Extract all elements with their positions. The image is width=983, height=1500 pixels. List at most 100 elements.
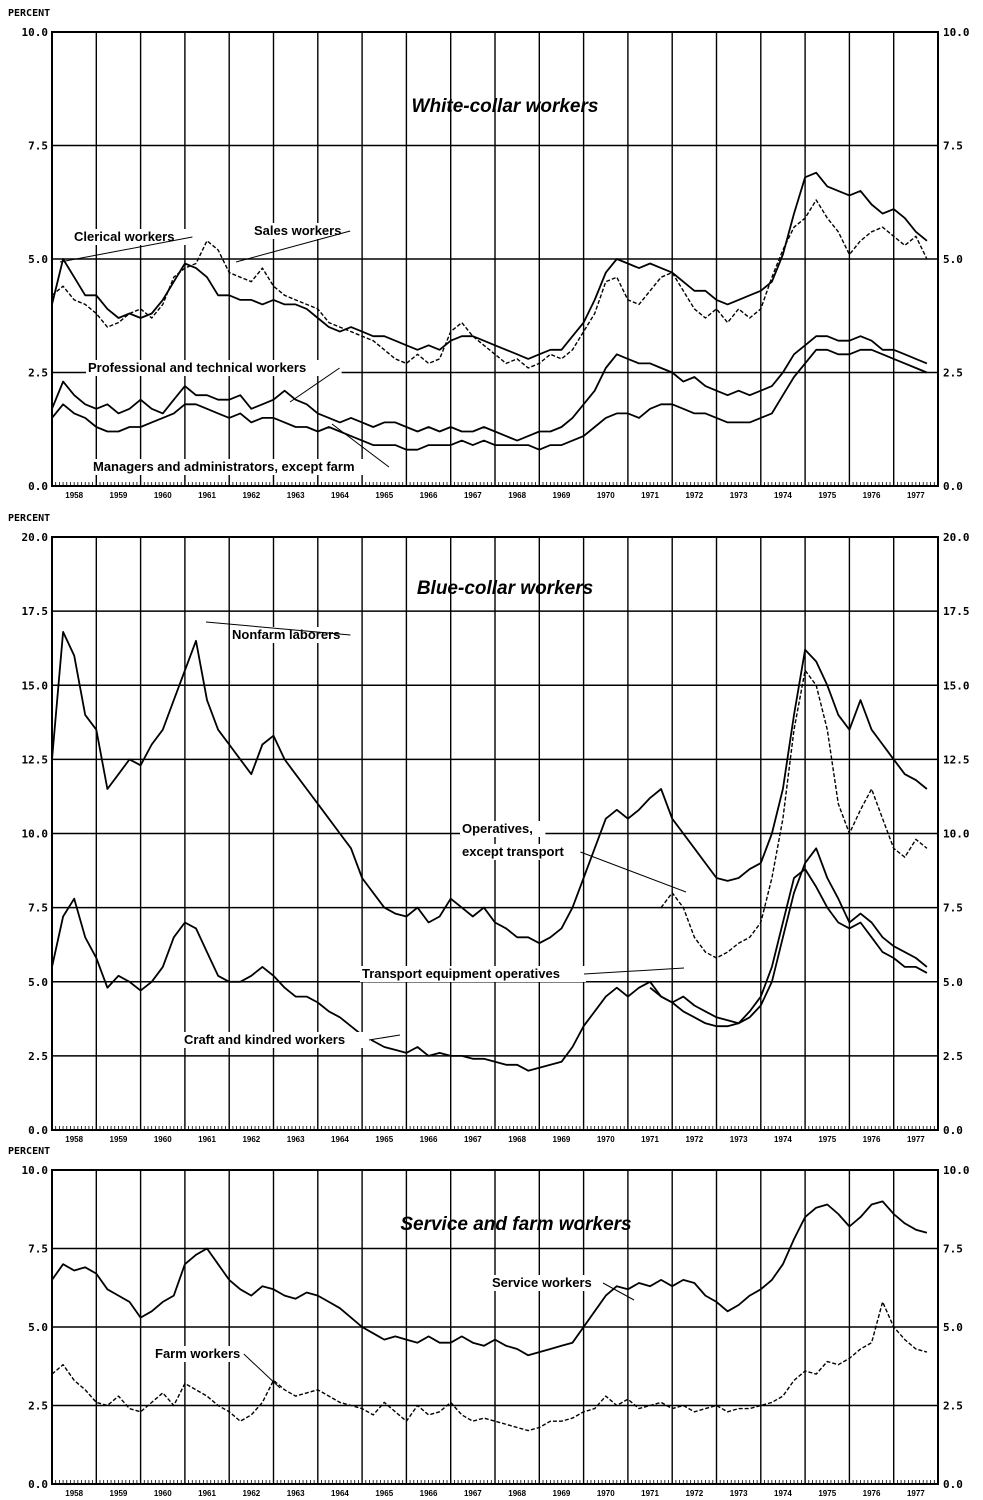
y-tick-label-left: 7.5 — [28, 902, 48, 915]
x-tick-label: 1971 — [641, 1135, 659, 1144]
annotation-backdrop — [360, 966, 586, 982]
y-tick-label-left: 2.5 — [28, 1050, 48, 1063]
y-tick-label-right: 10.0 — [943, 1164, 970, 1177]
x-tick-label: 1961 — [198, 1489, 216, 1498]
series-annotation: Managers and administrators, except farm — [93, 459, 355, 474]
y-tick-label-right: 2.5 — [943, 367, 963, 380]
x-tick-label: 1971 — [641, 491, 659, 500]
y-tick-label-right: 2.5 — [943, 1050, 963, 1063]
x-tick-label: 1970 — [597, 1135, 615, 1144]
x-tick-label: 1962 — [242, 1489, 260, 1498]
y-tick-label-right: 0.0 — [943, 1124, 963, 1137]
x-tick-label: 1975 — [818, 1489, 836, 1498]
annotation-leader — [289, 367, 340, 403]
annotation-backdrop — [460, 821, 546, 837]
series-line-nonfarm-laborers — [51, 631, 928, 945]
x-tick-label: 1970 — [597, 1489, 615, 1498]
y-tick-label-right: 5.0 — [943, 1321, 963, 1334]
x-tick-label: 1965 — [375, 1135, 393, 1144]
panel-title: Service and farm workers — [400, 1214, 631, 1235]
x-tick-label: 1958 — [65, 491, 83, 500]
x-tick-label: 1968 — [508, 1489, 526, 1498]
x-tick-label: 1966 — [420, 491, 438, 500]
panel-white-collar: 0.0 0.0 2.5 2.5 5.0 5.0 7.5 7.5 10.0 10.0 PERCENT 1… — [8, 8, 970, 500]
y-tick-label-right: 7.5 — [943, 902, 963, 915]
x-tick-label: 1960 — [154, 1489, 172, 1498]
x-tick-label: 1976 — [863, 491, 881, 500]
x-tick-label: 1972 — [685, 1489, 703, 1498]
series-annotation: except transport — [462, 844, 565, 859]
x-tick-label: 1975 — [818, 1135, 836, 1144]
y-tick-label-right: 10.0 — [943, 828, 970, 841]
annotation-backdrop — [72, 229, 195, 245]
x-tick-label: 1960 — [154, 491, 172, 500]
x-tick-label: 1968 — [508, 491, 526, 500]
x-tick-label: 1959 — [110, 1489, 128, 1498]
y-tick-label-right: 20.0 — [943, 531, 970, 544]
x-tick-label: 1977 — [907, 1489, 925, 1498]
y-tick-label-right: 2.5 — [943, 1400, 963, 1413]
y-axis-label: PERCENT — [8, 1146, 50, 1157]
annotation-backdrop — [153, 1346, 246, 1362]
annotation-backdrop — [182, 1032, 371, 1048]
y-tick-label-left: 7.5 — [28, 1243, 48, 1256]
x-tick-label: 1974 — [774, 1135, 792, 1144]
y-tick-label-left: 10.0 — [22, 26, 49, 39]
x-tick-label: 1967 — [464, 491, 482, 500]
x-tick-label: 1962 — [242, 1135, 260, 1144]
series-line-managers-and-administrators-except-farm — [51, 348, 928, 451]
series-line-farm-workers — [51, 1301, 928, 1432]
series-annotation: Transport equipment operatives — [362, 966, 560, 981]
series-annotation: Sales workers — [254, 223, 341, 238]
x-tick-label: 1959 — [110, 491, 128, 500]
y-tick-label-right: 10.0 — [943, 26, 970, 39]
x-tick-label: 1958 — [65, 1489, 83, 1498]
x-tick-label: 1967 — [464, 1135, 482, 1144]
x-tick-label: 1973 — [730, 1135, 748, 1144]
x-tick-label: 1968 — [508, 1135, 526, 1144]
x-tick-label: 1966 — [420, 1489, 438, 1498]
panel-title: Blue-collar workers — [417, 578, 593, 599]
annotation-backdrop — [91, 459, 391, 475]
annotation-leader — [243, 1353, 281, 1389]
y-tick-label-left: 17.5 — [22, 605, 49, 618]
x-tick-label: 1965 — [375, 491, 393, 500]
x-tick-label: 1973 — [730, 1489, 748, 1498]
y-tick-label-left: 2.5 — [28, 1400, 48, 1413]
annotation-leader — [368, 1034, 401, 1041]
y-tick-label-left: 5.0 — [28, 976, 48, 989]
series-line-professional-and-technical-workers — [51, 335, 928, 442]
x-tick-label: 1973 — [730, 491, 748, 500]
y-tick-label-right: 7.5 — [943, 1243, 963, 1256]
annotation-backdrop — [490, 1275, 605, 1291]
annotation-backdrop — [460, 844, 583, 860]
x-tick-label: 1961 — [198, 1135, 216, 1144]
x-tick-label: 1975 — [818, 491, 836, 500]
annotation-leader — [580, 851, 687, 893]
x-tick-label: 1963 — [287, 491, 305, 500]
y-tick-label-left: 5.0 — [28, 253, 48, 266]
x-tick-label: 1960 — [154, 1135, 172, 1144]
x-tick-label: 1969 — [553, 1489, 571, 1498]
annotation-backdrop — [86, 360, 342, 376]
y-tick-label-right: 5.0 — [943, 976, 963, 989]
y-tick-label-right: 12.5 — [943, 753, 970, 766]
annotation-backdrop — [230, 627, 353, 643]
x-tick-label: 1969 — [553, 1135, 571, 1144]
series-annotation: Farm workers — [155, 1346, 240, 1361]
x-tick-label: 1976 — [863, 1135, 881, 1144]
series-line-sales-workers — [51, 199, 928, 369]
y-tick-label-left: 10.0 — [22, 1164, 49, 1177]
panel-blue-collar: 0.0 0.0 2.5 2.5 5.0 5.0 7.5 7.5 10.0 10.0 12.5 12.5… — [8, 513, 970, 1144]
series-annotation: Professional and technical workers — [88, 360, 306, 375]
panel-title: White-collar workers — [412, 96, 599, 117]
y-tick-label-right: 0.0 — [943, 1478, 963, 1491]
y-tick-label-left: 0.0 — [28, 1478, 48, 1491]
x-tick-label: 1977 — [907, 1135, 925, 1144]
x-tick-label: 1962 — [242, 491, 260, 500]
x-tick-label: 1964 — [331, 1489, 349, 1498]
series-line-transport-equipment-operatives — [649, 847, 928, 1025]
series-annotation: Clerical workers — [74, 229, 174, 244]
series-line-craft-and-kindred-workers — [51, 868, 928, 1072]
annotation-leader — [331, 423, 390, 468]
